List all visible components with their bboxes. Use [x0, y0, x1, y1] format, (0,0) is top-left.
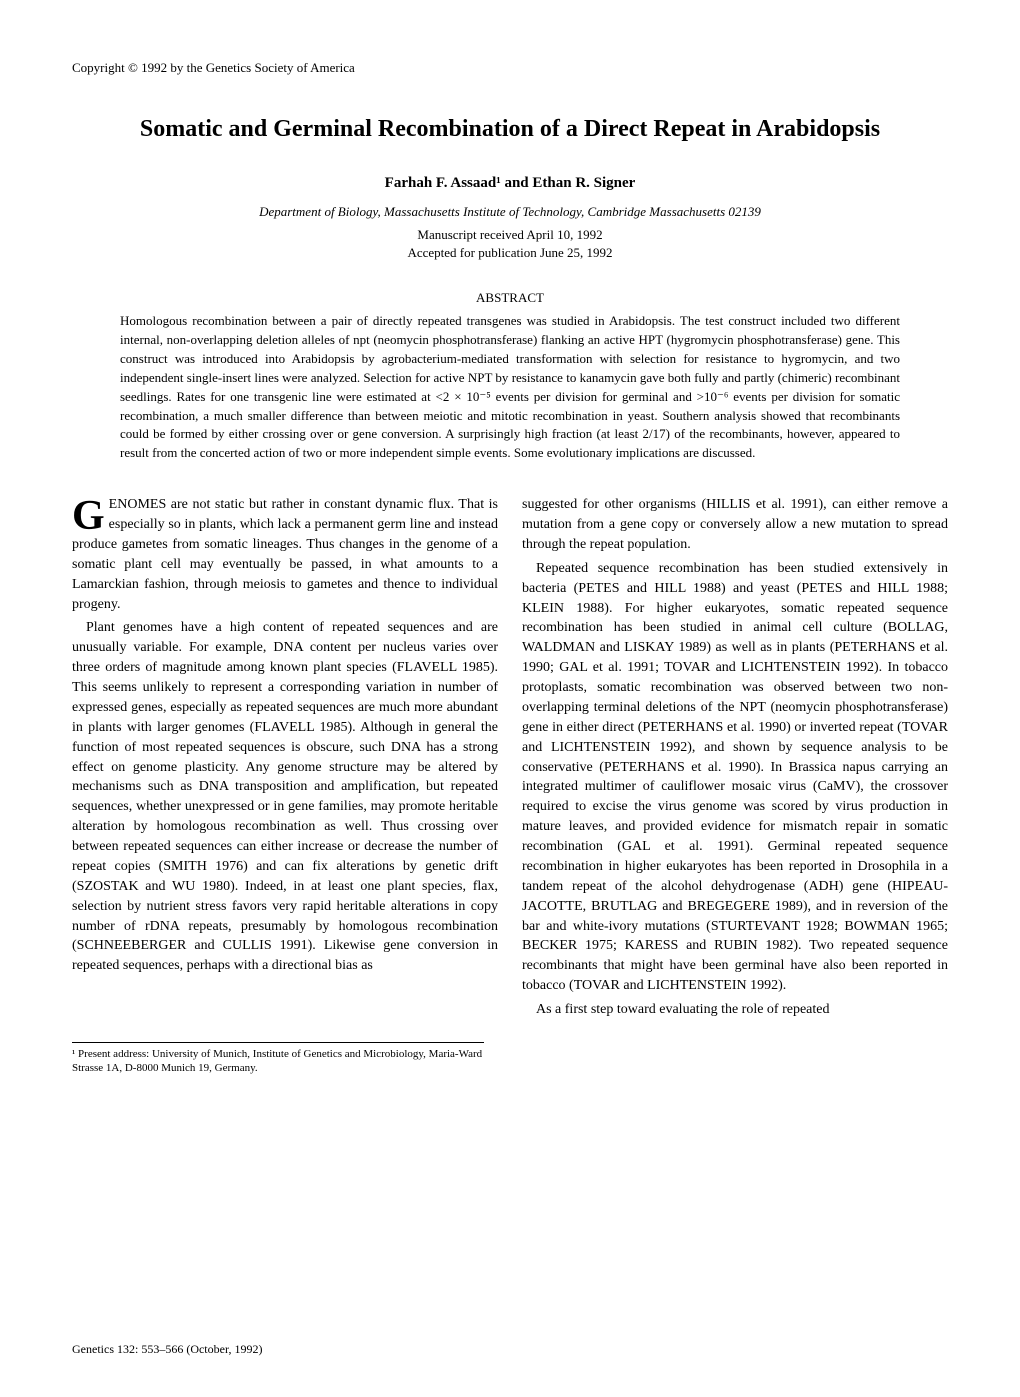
- right-column: suggested for other organisms (HILLIS et…: [522, 495, 948, 1024]
- dropcap: G: [72, 495, 109, 533]
- accepted-date: Accepted for publication June 25, 1992: [72, 244, 948, 262]
- authors: Farhah F. Assaad¹ and Ethan R. Signer: [72, 175, 948, 192]
- abstract: Homologous recombination between a pair …: [72, 312, 948, 463]
- article-title: Somatic and Germinal Recombination of a …: [72, 116, 948, 143]
- p1-text: ENOMES are not static but rather in cons…: [72, 497, 498, 611]
- paragraph-4: Repeated sequence recombination has been…: [522, 559, 948, 996]
- copyright-line: Copyright © 1992 by the Genetics Society…: [72, 60, 948, 76]
- received-date: Manuscript received April 10, 1992: [72, 226, 948, 244]
- body-columns: GENOMES are not static but rather in con…: [72, 495, 948, 1024]
- paragraph-1: GENOMES are not static but rather in con…: [72, 495, 498, 614]
- manuscript-dates: Manuscript received April 10, 1992 Accep…: [72, 226, 948, 262]
- footnote: ¹ Present address: University of Munich,…: [72, 1042, 484, 1076]
- affiliation: Department of Biology, Massachusetts Ins…: [72, 204, 948, 220]
- abstract-label: ABSTRACT: [72, 290, 948, 306]
- paragraph-3: suggested for other organisms (HILLIS et…: [522, 495, 948, 555]
- paragraph-5: As a first step toward evaluating the ro…: [522, 1000, 948, 1020]
- left-column: GENOMES are not static but rather in con…: [72, 495, 498, 1024]
- journal-footer: Genetics 132: 553–566 (October, 1992): [72, 1342, 262, 1357]
- paragraph-2: Plant genomes have a high content of rep…: [72, 618, 498, 976]
